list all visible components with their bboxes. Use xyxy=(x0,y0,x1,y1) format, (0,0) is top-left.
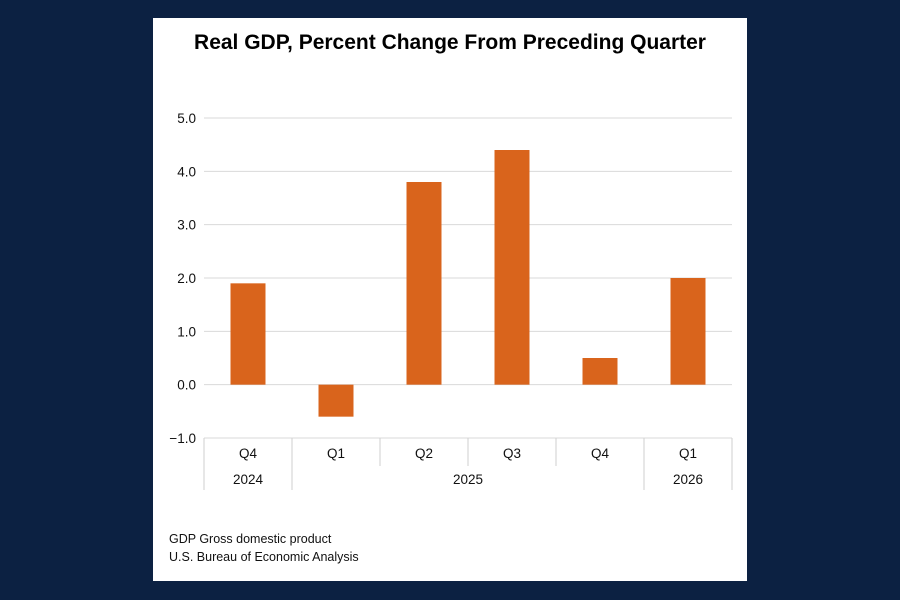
quarter-label: Q1 xyxy=(327,446,345,461)
year-label: 2024 xyxy=(233,472,264,487)
bar xyxy=(318,384,354,417)
quarter-label: Q1 xyxy=(679,446,697,461)
bars xyxy=(230,150,706,417)
y-tick-label: 2.0 xyxy=(177,271,196,286)
bar xyxy=(494,150,530,385)
bar xyxy=(582,358,618,385)
quarter-label: Q3 xyxy=(503,446,521,461)
footnote-source: U.S. Bureau of Economic Analysis xyxy=(169,550,359,564)
y-tick-label: 3.0 xyxy=(177,218,196,233)
year-label: 2025 xyxy=(453,472,483,487)
x-axis-categories: Q4 Q1 Q2 Q3 Q4 Q1 2024 2025 2026 xyxy=(203,438,733,490)
bar xyxy=(230,283,266,385)
chart-title: Real GDP, Percent Change From Preceding … xyxy=(194,31,706,54)
chart-card: Real GDP, Percent Change From Preceding … xyxy=(153,18,747,581)
quarter-label: Q4 xyxy=(239,446,258,461)
footnote-gdp: GDP Gross domestic product xyxy=(169,532,332,546)
quarter-label: Q4 xyxy=(591,446,610,461)
y-tick-label: 1.0 xyxy=(177,324,196,339)
y-tick-label: 5.0 xyxy=(177,111,196,126)
gdp-chart: Real GDP, Percent Change From Preceding … xyxy=(169,31,733,490)
gridlines xyxy=(204,117,732,439)
bar xyxy=(670,278,706,385)
y-tick-label: 4.0 xyxy=(177,164,196,179)
year-label: 2026 xyxy=(673,472,703,487)
y-axis-ticks: 5.0 4.0 3.0 2.0 1.0 0.0 −1.0 xyxy=(169,111,196,446)
bar xyxy=(406,182,442,385)
quarter-label: Q2 xyxy=(415,446,433,461)
y-tick-label: −1.0 xyxy=(169,431,196,446)
y-tick-label: 0.0 xyxy=(177,378,196,393)
